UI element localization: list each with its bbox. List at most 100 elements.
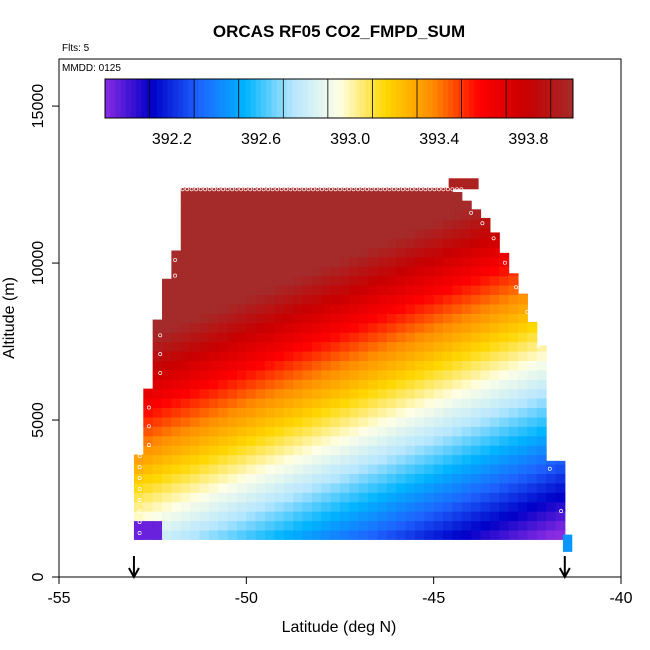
heatmap-cell <box>180 398 191 409</box>
heatmap-cell <box>218 247 229 258</box>
track-point <box>284 187 288 192</box>
heatmap-cell <box>265 529 276 540</box>
heatmap-cell <box>452 266 463 277</box>
heatmap-cell <box>171 398 182 409</box>
track-point <box>427 187 432 192</box>
heatmap-cell <box>377 482 388 493</box>
heatmap-cell <box>283 190 294 201</box>
heatmap-cell <box>293 445 304 456</box>
heatmap-cell <box>480 482 491 493</box>
heatmap-cell <box>152 463 163 474</box>
colorbar-segment <box>552 79 558 118</box>
heatmap-cell <box>321 379 332 390</box>
heatmap-cell <box>471 322 482 333</box>
heatmap-cell <box>461 256 472 267</box>
colorbar-segment <box>203 79 210 118</box>
heatmap-cell <box>405 209 416 220</box>
heatmap-cell <box>358 520 369 531</box>
heatmap-cell <box>386 379 397 390</box>
heatmap-cell <box>340 350 350 361</box>
heatmap-cell <box>340 398 350 409</box>
heatmap-cell <box>349 426 360 437</box>
heatmap-cell <box>349 379 360 390</box>
heatmap-cell <box>368 219 379 230</box>
heatmap-cell <box>321 187 332 192</box>
heatmap-cell <box>414 407 425 418</box>
heatmap-cell <box>489 398 500 409</box>
heatmap-cell <box>405 529 416 540</box>
heatmap-cell <box>386 237 397 248</box>
track-point <box>212 187 217 192</box>
heatmap-cell <box>471 341 482 352</box>
heatmap-cell <box>255 416 266 427</box>
heatmap-cell <box>152 511 163 522</box>
heatmap-cell <box>471 445 482 456</box>
heatmap-cell <box>190 407 201 418</box>
heatmap-cell <box>180 473 191 484</box>
heatmap-cell <box>340 454 350 465</box>
heatmap-cell <box>536 350 547 361</box>
heatmap-cell <box>377 322 388 333</box>
heatmap-cell <box>302 285 313 296</box>
heatmap-cell <box>236 501 247 512</box>
heatmap-cell <box>208 379 219 390</box>
heatmap-cell <box>443 332 453 343</box>
heatmap-cell <box>443 482 453 493</box>
heatmap-cell <box>190 219 201 230</box>
heatmap-cell <box>452 398 463 409</box>
colorbar-segment <box>411 79 418 118</box>
heatmap-cell <box>190 313 201 324</box>
heatmap-cell <box>293 501 304 512</box>
heatmap-cell <box>180 482 191 493</box>
heatmap-cell <box>358 445 369 456</box>
heatmap-cell <box>433 313 444 324</box>
heatmap-cell <box>424 275 435 286</box>
heatmap-cell <box>199 350 210 361</box>
heatmap-cell <box>143 435 154 446</box>
heatmap-cell <box>311 313 322 324</box>
heatmap-cell <box>227 398 238 409</box>
heatmap-cell <box>517 492 528 503</box>
heatmap-cell <box>396 341 407 352</box>
heatmap-cell <box>461 416 472 427</box>
heatmap-cell <box>255 369 266 380</box>
colorbar-segment <box>287 79 293 118</box>
heatmap-cell <box>508 388 519 399</box>
heatmap-cell <box>302 313 313 324</box>
heatmap-cell <box>414 388 425 399</box>
heatmap-cell <box>527 322 538 333</box>
heatmap-cell <box>227 187 238 192</box>
heatmap-cell <box>255 426 266 437</box>
heatmap-cell <box>358 247 369 258</box>
heatmap-cell <box>471 520 482 531</box>
heatmap-cell <box>349 256 360 267</box>
heatmap-cell <box>405 416 416 427</box>
heatmap-cell <box>555 492 566 503</box>
heatmap-cell <box>330 256 341 267</box>
heatmap-cell <box>199 520 210 531</box>
heatmap-cell <box>433 511 444 522</box>
heatmap-cell <box>340 237 350 248</box>
heatmap-cell <box>199 492 210 503</box>
heatmap-cell <box>499 256 510 267</box>
heatmap-cell <box>180 454 191 465</box>
heatmap-cell <box>452 426 463 437</box>
heatmap-cell <box>499 407 510 418</box>
heatmap-cell <box>265 482 276 493</box>
heatmap-cell <box>180 350 191 361</box>
heatmap-cell <box>368 190 379 201</box>
heatmap-cell <box>274 482 285 493</box>
heatmap-cell <box>302 200 313 211</box>
heatmap-cell <box>471 388 482 399</box>
heatmap-cell <box>489 303 500 314</box>
heatmap-cell <box>358 187 369 192</box>
heatmap-cell <box>302 369 313 380</box>
heatmap-cell <box>443 520 453 531</box>
heatmap-cell <box>433 520 444 531</box>
heatmap-cell <box>330 322 341 333</box>
heatmap-cell <box>152 379 163 390</box>
heatmap-cell <box>499 341 510 352</box>
heatmap-cell <box>377 435 388 446</box>
heatmap-cell <box>162 501 172 512</box>
heatmap-cell <box>368 322 379 333</box>
